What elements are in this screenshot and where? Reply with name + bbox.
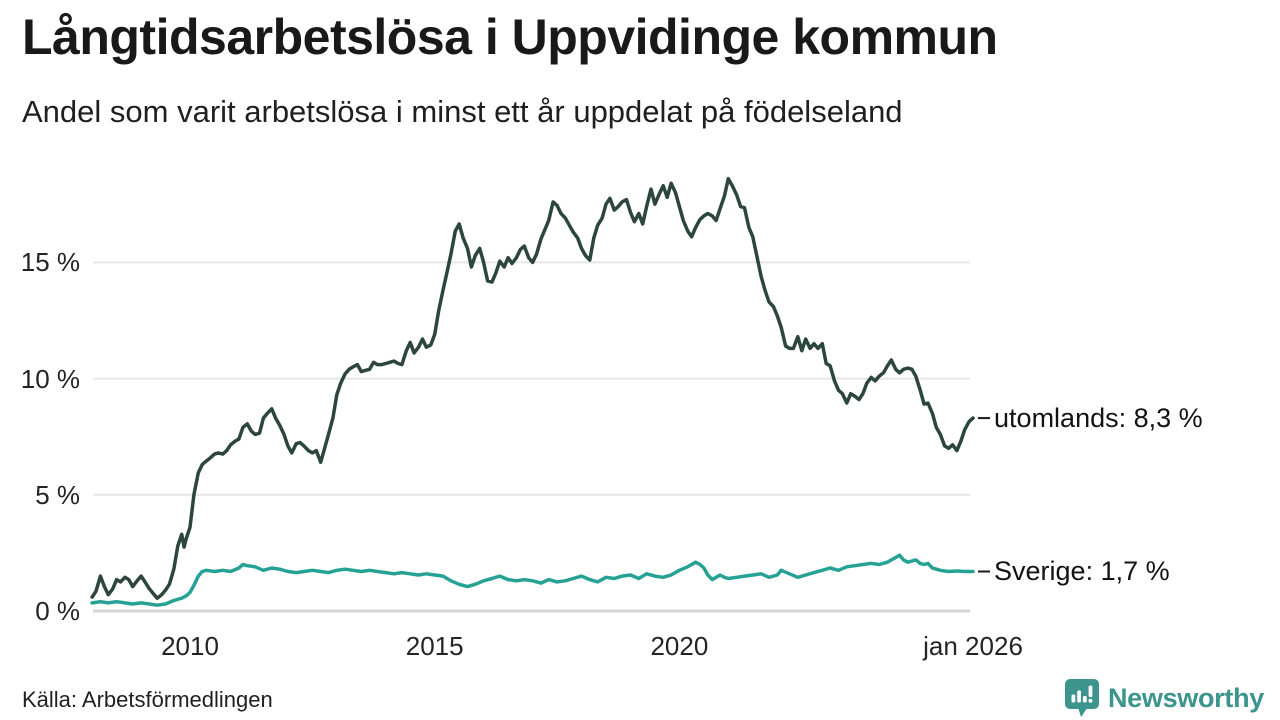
newsworthy-bubble-chart-icon: [1064, 679, 1099, 717]
y-axis-tick-label: 10 %: [20, 363, 80, 394]
source-attribution: Källa: Arbetsförmedlingen: [22, 687, 273, 712]
y-axis-tick-label: 5 %: [35, 479, 80, 510]
x-axis-tick-label: 2010: [161, 631, 219, 661]
brand-name: Newsworthy: [1107, 682, 1264, 713]
x-axis-tick-label: jan 2026: [923, 631, 1023, 661]
chart-subtitle: Andel som varit arbetslösa i minst ett å…: [22, 94, 903, 129]
y-axis-tick-label: 0 %: [35, 596, 80, 626]
y-axis-tick-label: 15 %: [20, 247, 80, 278]
series-line-sverige: [90, 553, 975, 607]
series-end-label-sverige: Sverige: 1,7 %: [994, 556, 1170, 587]
series-end-label-utomlands: utomlands: 8,3 %: [994, 403, 1203, 434]
series-line-utomlands: [90, 176, 975, 600]
x-axis-tick-label: 2015: [405, 631, 464, 661]
x-axis-tick-label: 2020: [650, 631, 709, 661]
newsworthy-logo: Newsworthy: [1064, 679, 1264, 717]
chart-title: Långtidsarbetslösa i Uppvidinge kommun: [22, 9, 998, 65]
